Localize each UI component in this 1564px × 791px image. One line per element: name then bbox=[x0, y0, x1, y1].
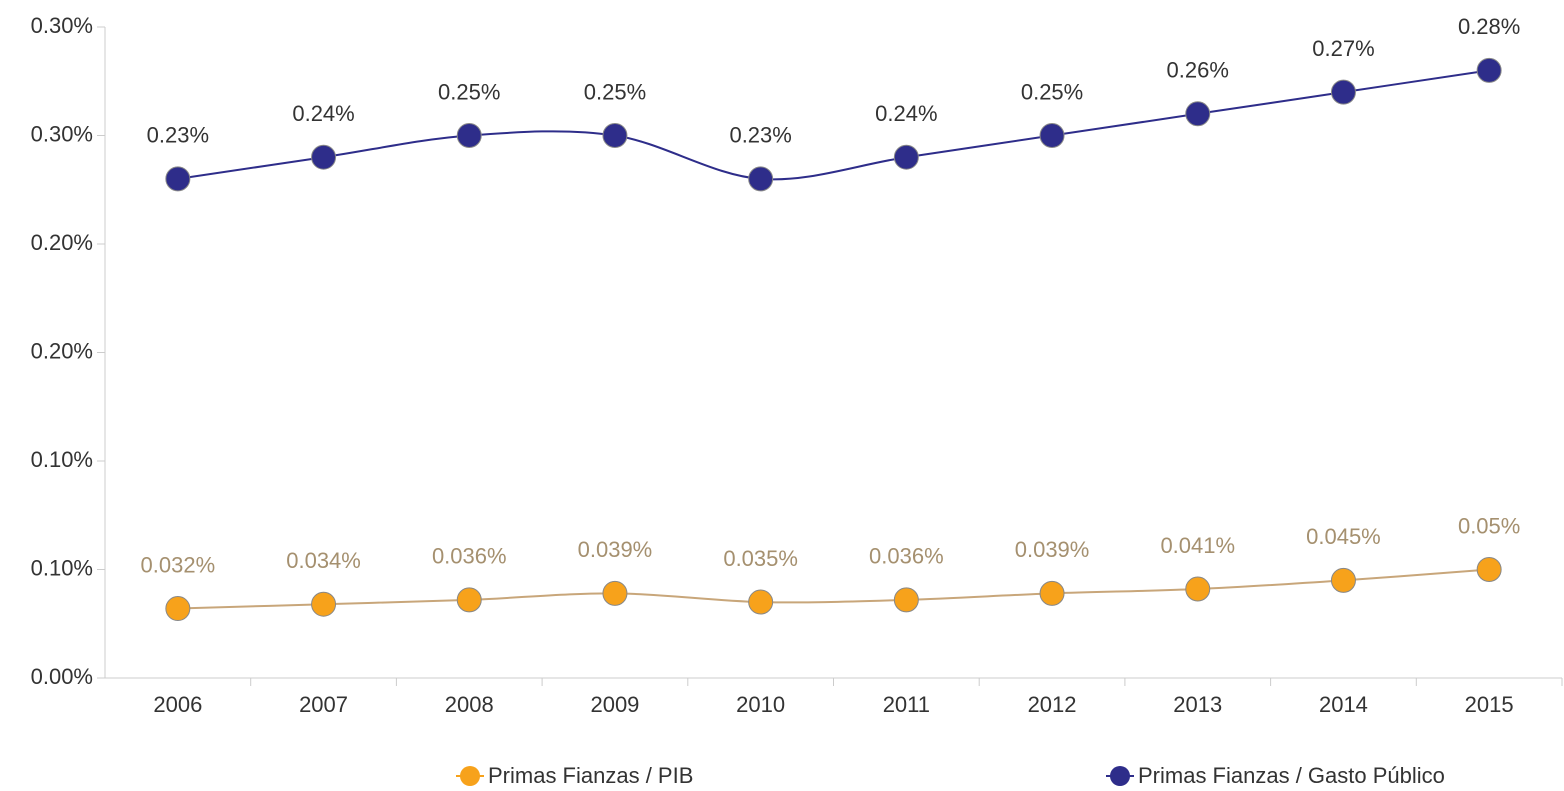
y-tick-label: 0.20% bbox=[31, 230, 93, 255]
series-line bbox=[177, 69, 1490, 181]
data-label: 0.036% bbox=[432, 544, 507, 569]
point bbox=[456, 123, 482, 148]
x-tick-label: 2013 bbox=[1173, 692, 1222, 717]
x-tick-label: 2012 bbox=[1028, 692, 1077, 717]
data-label: 0.041% bbox=[1160, 533, 1235, 558]
data-label: 0.032% bbox=[141, 552, 216, 577]
x-tick-label: 2008 bbox=[445, 692, 494, 717]
legend-label: Primas Fianzas / PIB bbox=[488, 763, 693, 788]
data-label: 0.26% bbox=[1167, 58, 1229, 83]
legend-label: Primas Fianzas / Gasto Público bbox=[1138, 763, 1445, 788]
data-label: 0.23% bbox=[147, 123, 209, 148]
data-label: 0.035% bbox=[723, 546, 798, 571]
legend-marker bbox=[1110, 766, 1130, 786]
data-label: 0.28% bbox=[1458, 14, 1520, 39]
point bbox=[311, 591, 337, 617]
point bbox=[893, 587, 919, 613]
data-label: 0.25% bbox=[584, 79, 646, 104]
point bbox=[456, 587, 482, 613]
data-label: 0.23% bbox=[729, 123, 791, 148]
point bbox=[1476, 557, 1502, 582]
point bbox=[748, 589, 774, 615]
data-label: 0.24% bbox=[875, 101, 937, 126]
y-tick-label: 0.10% bbox=[31, 555, 93, 580]
point bbox=[893, 144, 919, 170]
legend-marker bbox=[460, 766, 480, 786]
data-label: 0.039% bbox=[1015, 537, 1090, 562]
point bbox=[311, 144, 337, 170]
y-tick-label: 0.30% bbox=[31, 121, 93, 146]
data-label: 0.27% bbox=[1312, 36, 1374, 61]
x-tick-label: 2006 bbox=[153, 692, 202, 717]
point bbox=[1185, 576, 1211, 602]
data-label: 0.036% bbox=[869, 544, 944, 569]
data-label: 0.05% bbox=[1458, 513, 1520, 538]
data-label: 0.25% bbox=[438, 79, 500, 104]
data-label: 0.25% bbox=[1021, 79, 1083, 104]
point bbox=[1330, 79, 1356, 105]
y-tick-label: 0.20% bbox=[31, 338, 93, 363]
y-tick-label: 0.00% bbox=[31, 664, 93, 689]
x-tick-label: 2009 bbox=[590, 692, 639, 717]
point bbox=[1330, 567, 1356, 593]
point bbox=[1039, 580, 1065, 606]
data-label: 0.045% bbox=[1306, 524, 1381, 549]
data-label: 0.034% bbox=[286, 548, 361, 573]
point bbox=[1039, 123, 1065, 148]
x-tick-label: 2010 bbox=[736, 692, 785, 717]
x-tick-label: 2015 bbox=[1465, 692, 1514, 717]
point bbox=[748, 166, 774, 192]
data-label: 0.24% bbox=[292, 101, 354, 126]
x-tick-label: 2014 bbox=[1319, 692, 1368, 717]
data-label: 0.039% bbox=[578, 537, 653, 562]
x-tick-label: 2011 bbox=[883, 692, 930, 717]
series-line bbox=[177, 568, 1490, 610]
point bbox=[1476, 57, 1502, 83]
x-tick-label: 2007 bbox=[299, 692, 348, 717]
point bbox=[165, 166, 191, 192]
point bbox=[602, 123, 628, 148]
y-tick-label: 0.30% bbox=[31, 13, 93, 38]
point bbox=[1185, 101, 1211, 127]
point bbox=[165, 596, 191, 622]
point bbox=[602, 580, 628, 606]
y-tick-label: 0.10% bbox=[31, 447, 93, 472]
